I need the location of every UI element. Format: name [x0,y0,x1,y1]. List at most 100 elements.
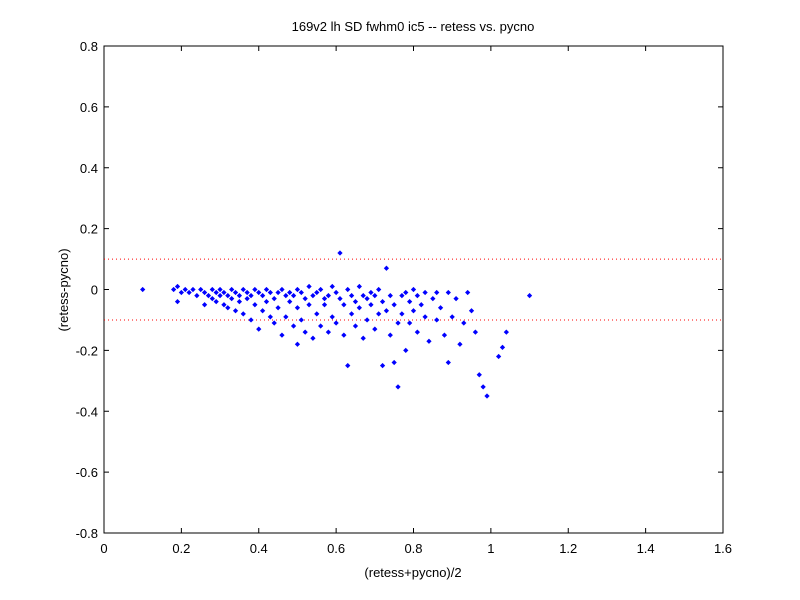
scatter-point [352,299,359,305]
scatter-point [387,292,393,299]
scatter-point [379,362,386,369]
y-tick-label: 0.8 [80,39,98,54]
scatter-point [190,286,196,293]
scatter-point [418,302,424,308]
scatter-point [186,289,192,296]
scatter-point [221,289,227,296]
chart-title: 169v2 lh SD fwhm0 ic5 -- retess vs. pycn… [292,19,535,34]
scatter-point [391,359,397,366]
scatter-point [321,296,328,302]
scatter-point [209,296,215,302]
scatter-point [140,286,146,293]
scatter-point [225,305,231,311]
scatter-point [279,332,285,338]
scatter-point [426,338,432,344]
y-tick-label: -0.4 [76,404,98,419]
scatter-point [480,384,486,390]
scatter-point [348,292,355,299]
scatter-point [259,308,266,314]
scatter-point [298,289,304,296]
scatter-point [256,289,262,296]
scatter-point [294,286,301,293]
scatter-point [445,359,451,366]
scatter-point [321,302,328,308]
scatter-point [298,317,304,323]
scatter-point [290,323,297,329]
scatter-point [244,296,250,302]
scatter-point [271,296,277,302]
scatter-point [407,299,413,305]
scatter-point [449,314,455,320]
x-tick-label: 0.8 [404,541,422,556]
scatter-point [217,292,223,299]
scatter-point [302,296,308,302]
y-tick-label: 0.4 [80,161,98,176]
scatter-point [457,341,463,347]
scatter-point [345,286,351,293]
scatter-point [329,283,335,290]
scatter-point [499,344,506,350]
scatter-point [217,286,223,293]
scatter-point [372,292,378,299]
scatter-point [325,329,332,335]
scatter-point [356,283,362,290]
y-tick-label: -0.2 [76,343,98,358]
scatter-point [333,289,339,296]
scatter-point [403,289,409,296]
scatter-point [225,292,231,299]
scatter-point [314,311,320,317]
scatter-point [229,286,235,293]
scatter-point [468,308,475,314]
x-tick-label: 1.4 [637,541,655,556]
scatter-point [236,299,243,305]
scatter-point [434,289,440,296]
scatter-point [414,292,420,299]
scatter-point [205,292,212,299]
scatter-point [387,332,393,338]
scatter-point [263,286,270,293]
y-tick-label: 0.6 [80,100,98,115]
data-points [140,250,533,399]
scatter-point [229,296,235,302]
scatter-point [306,302,312,308]
scatter-point [221,302,227,308]
scatter-point [383,308,390,314]
scatter-point [263,299,270,305]
scatter-point [503,329,509,335]
scatter-point [348,311,355,317]
scatter-point [171,286,177,293]
scatter-point [174,299,181,305]
scatter-point [333,320,339,326]
scatter-point [201,302,208,308]
scatter-point [290,292,297,299]
scatter-point [345,362,351,369]
scatter-point [368,289,374,296]
scatter-point [372,326,378,332]
scatter-point [379,299,386,305]
scatter-point [484,393,490,399]
y-tick-label: -0.8 [76,526,98,541]
x-axis-title: (retess+pycno)/2 [364,565,461,580]
scatter-point [259,292,266,299]
scatter-point [341,332,347,338]
scatter-point [302,329,308,335]
scatter-point [391,302,397,308]
scatter-point [174,283,181,290]
scatter-point [360,292,366,299]
y-tick-label: 0 [91,283,98,298]
scatter-point [267,289,273,296]
x-tick-label: 0.2 [172,541,190,556]
scatter-point [248,317,254,323]
scatter-point [430,296,436,302]
scatter-point [410,286,417,293]
scatter-point [306,283,312,290]
scatter-point [240,311,246,317]
scatter-point [337,296,343,302]
x-tick-label: 0.4 [250,541,268,556]
scatter-point [445,289,451,296]
scatter-point [337,250,343,256]
scatter-point [399,292,405,299]
scatter-point [364,317,370,323]
scatter-point [399,311,405,317]
